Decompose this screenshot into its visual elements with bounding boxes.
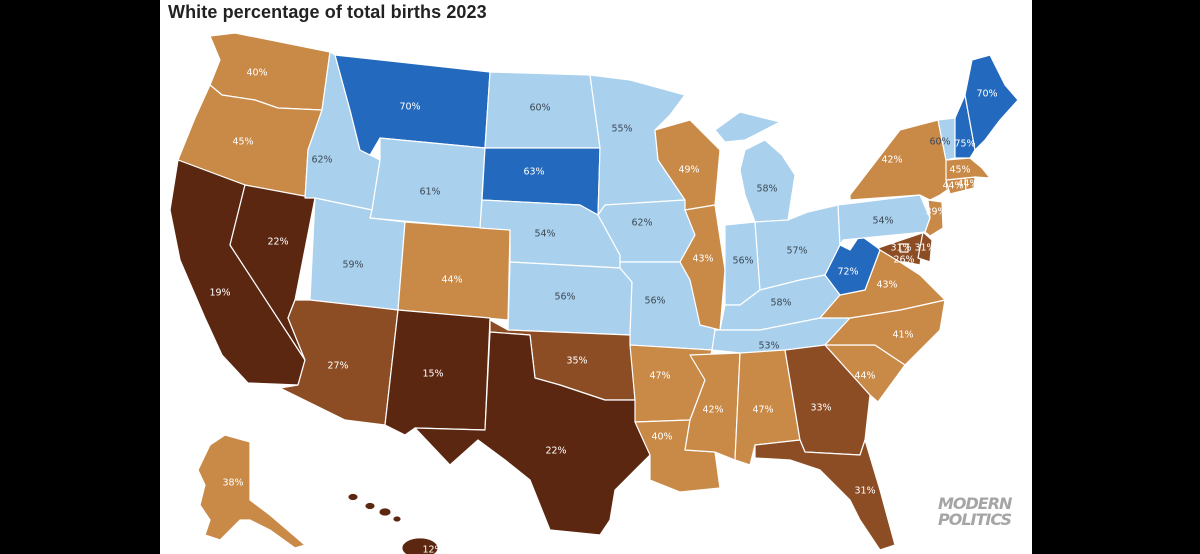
state-label-wy: 61% [419, 187, 440, 198]
map-title: White percentage of total births 2023 [168, 2, 487, 22]
state-label-nv: 22% [267, 237, 288, 248]
state-label-ia: 62% [631, 218, 652, 229]
state-label-nh: 75% [954, 139, 975, 150]
state-label-nj: 39% [925, 207, 946, 218]
map-panel: White percentage of total births 2023 [160, 0, 1032, 554]
state-label-mo: 56% [644, 296, 665, 307]
state-tx[interactable] [414, 331, 651, 536]
state-label-ri: 44% [957, 179, 978, 190]
state-label-tx: 22% [545, 446, 566, 457]
state-label-nc: 41% [892, 330, 913, 341]
state-label-ks: 56% [554, 292, 575, 303]
state-fl[interactable] [754, 439, 896, 551]
state-de[interactable] [917, 231, 933, 263]
modern-politics-watermark: MODERN POLITICS [938, 496, 1028, 528]
state-label-or: 45% [232, 137, 253, 148]
state-label-al: 47% [752, 405, 773, 416]
state-label-ok: 35% [566, 356, 587, 367]
state-label-tn: 53% [758, 341, 779, 352]
state-hi[interactable] [347, 493, 439, 554]
state-label-nm: 15% [422, 369, 443, 380]
state-label-va: 43% [876, 280, 897, 291]
state-label-id: 62% [311, 155, 332, 166]
state-label-mt: 70% [399, 102, 420, 113]
state-label-ca: 19% [209, 288, 230, 299]
state-label-fl: 31% [854, 486, 875, 497]
state-label-vt: 60% [929, 137, 950, 148]
state-label-wi: 49% [678, 165, 699, 176]
watermark-line-2: POLITICS [938, 510, 1012, 529]
state-label-ga: 33% [810, 403, 831, 414]
us-choropleth-map: 40% 45% 19% 22% 62% 70% 61% 59% 44% 27% 15% 60% 63% 5… [169, 32, 1019, 554]
state-label-ne: 54% [534, 229, 555, 240]
state-ak[interactable] [197, 434, 306, 549]
state-label-co: 44% [441, 275, 462, 286]
state-ny[interactable] [849, 119, 951, 201]
state-label-ky: 58% [770, 298, 791, 309]
state-label-wa: 40% [246, 68, 267, 79]
state-label-ak: 38% [222, 478, 243, 489]
state-label-md: 26% [893, 255, 914, 266]
state-label-ny: 42% [881, 155, 902, 166]
state-label-il: 43% [692, 254, 713, 265]
state-label-ut: 59% [342, 260, 363, 271]
state-ma[interactable] [945, 157, 991, 181]
state-label-ar: 47% [649, 371, 670, 382]
state-label-in: 56% [732, 256, 753, 267]
state-label-nd: 60% [529, 103, 550, 114]
state-label-de: 31% [914, 243, 935, 254]
state-label-mn: 55% [611, 124, 632, 135]
state-label-wv: 72% [837, 267, 858, 278]
state-label-la: 40% [651, 432, 672, 443]
state-label-dc: 31% [890, 243, 911, 254]
state-label-pa: 54% [872, 216, 893, 227]
state-co[interactable] [397, 221, 511, 321]
state-label-hi: 12% [422, 545, 443, 554]
state-label-az: 27% [327, 361, 348, 372]
state-label-oh: 57% [786, 246, 807, 257]
watermark-line-1: MODERN [938, 494, 1012, 513]
state-wy[interactable] [369, 137, 486, 229]
state-me[interactable] [964, 54, 1019, 151]
state-label-sd: 63% [523, 167, 544, 178]
state-label-ct: 44% [942, 181, 963, 192]
state-label-me: 70% [976, 89, 997, 100]
state-label-ma: 45% [949, 165, 970, 176]
state-nj[interactable] [924, 199, 944, 237]
state-mi[interactable] [714, 111, 796, 223]
state-il[interactable] [679, 204, 726, 331]
state-label-sc: 44% [854, 371, 875, 382]
state-dc[interactable] [899, 243, 909, 253]
state-label-ms: 42% [702, 405, 723, 416]
state-nh[interactable] [954, 94, 976, 159]
state-label-mi: 58% [756, 184, 777, 195]
